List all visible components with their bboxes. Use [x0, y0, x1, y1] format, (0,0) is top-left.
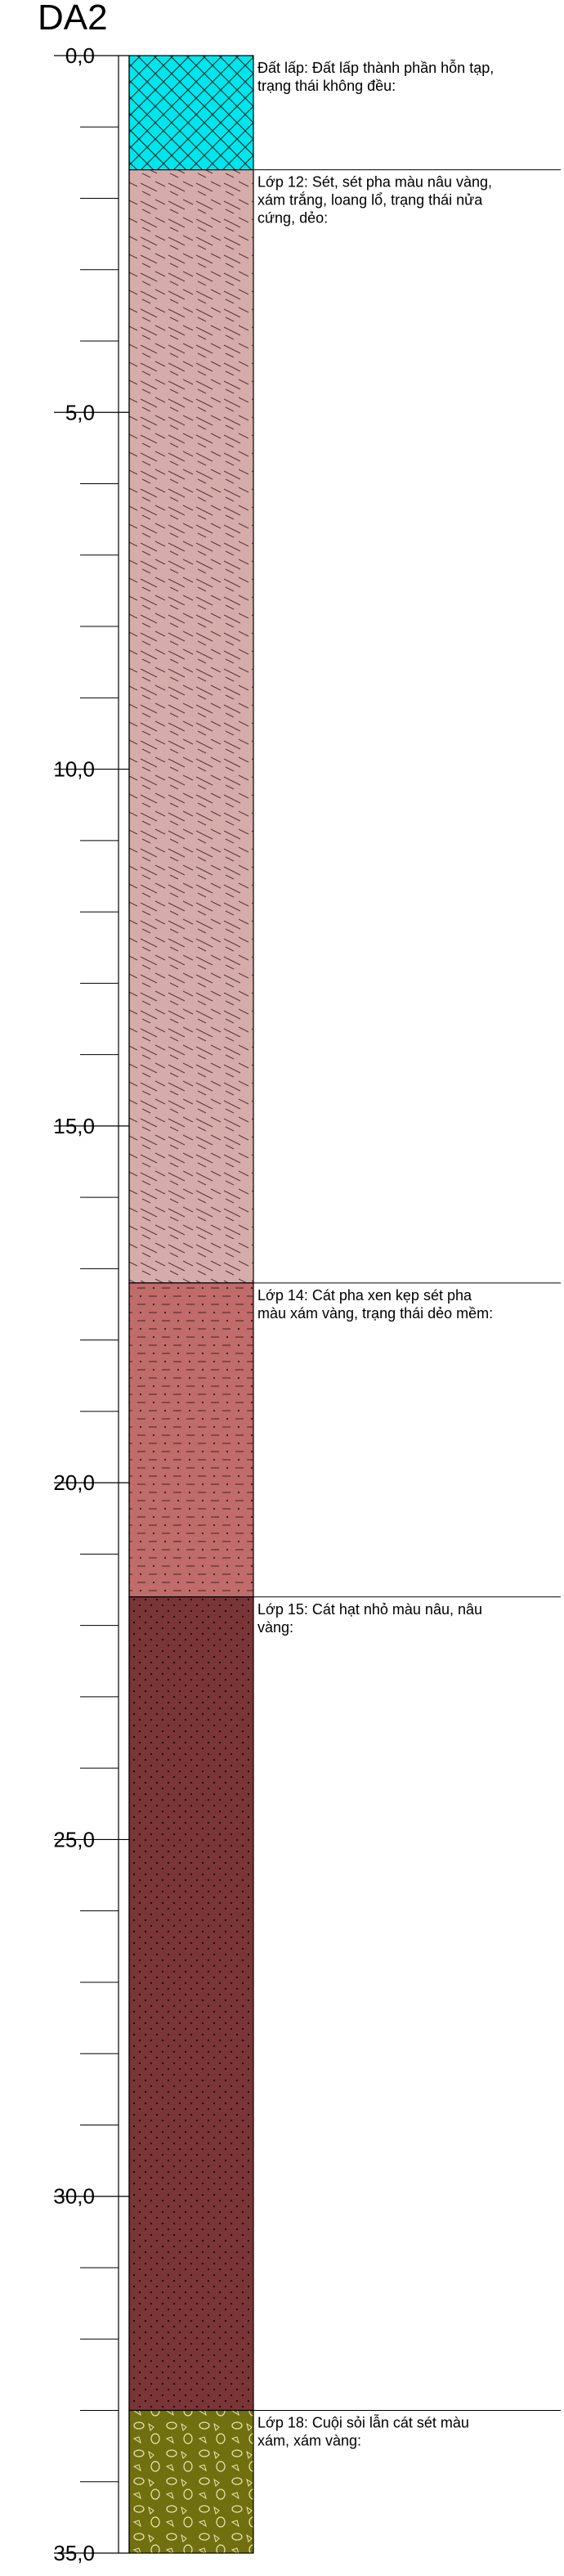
stratum-description-line: Lớp 15: Cát hạt nhỏ màu nâu, nâu	[257, 1601, 482, 1618]
stratum-pattern	[128, 1282, 254, 1598]
depth-tick-label: 30,0	[53, 2184, 95, 2209]
depth-axis: 0,0 5,0 10,0 15,0 20,0 25,0 30,0 35,0	[53, 43, 130, 2565]
depth-tick-label: 20,0	[53, 1470, 95, 1495]
depth-tick-label: 5,0	[65, 400, 95, 424]
stratum-layer	[128, 1596, 561, 2412]
stratum-description-line: xám trắng, loang lổ, trạng thái nửa	[257, 191, 483, 209]
depth-tick-label: 15,0	[53, 1114, 95, 1138]
stratum-pattern	[128, 2409, 254, 2554]
stratum-layer	[128, 2409, 561, 2554]
depth-tick-label: 10,0	[53, 757, 95, 782]
stratum-description: Lớp 14: Cát pha xen kẹp sét pha màu xám v…	[257, 1287, 493, 1322]
stratum-description-line: màu xám vàng, trạng thái dẻo mềm:	[257, 1305, 493, 1322]
stratum-description-line: Lớp 18: Cuội sỏi lẫn cát sét màu	[257, 2413, 469, 2430]
stratum-pattern	[128, 55, 254, 171]
stratum-description: Lớp 12: Sét, sét pha màu nâu vàng, xám tr…	[257, 174, 492, 227]
stratum-pattern	[128, 169, 254, 1284]
depth-tick-label: 0,0	[65, 43, 95, 68]
stratum-layer	[128, 55, 254, 171]
borehole-title: DA2	[38, 0, 108, 38]
depth-tick-label: 25,0	[53, 1827, 95, 1851]
stratum-layer	[128, 169, 561, 1284]
stratum-description-line: cứng, dẻo:	[257, 210, 328, 227]
stratum-description: Lớp 18: Cuội sỏi lẫn cát sét màu xám, xám…	[257, 2413, 469, 2448]
stratum-description-line: Đất lấp: Đất lấp thành phần hỗn tạp,	[257, 59, 494, 76]
stratum-description-line: trạng thái không đều:	[257, 78, 396, 94]
stratum-description-line: Lớp 14: Cát pha xen kẹp sét pha	[257, 1287, 472, 1304]
stratum-description-line: Lớp 12: Sét, sét pha màu nâu vàng,	[257, 174, 492, 191]
stratum-description: Lớp 15: Cát hạt nhỏ màu nâu, nâu vàng:	[257, 1601, 482, 1636]
stratum-description-line: vàng:	[257, 1619, 293, 1636]
stratum-layer	[128, 1282, 561, 1598]
stratum-description: Đất lấp: Đất lấp thành phần hỗn tạp, trạn…	[257, 59, 494, 94]
layer-descriptions: Đất lấp: Đất lấp thành phần hỗn tạp, trạn…	[257, 59, 494, 2448]
stratum-description-line: xám, xám vàng:	[257, 2432, 361, 2448]
strata-column	[128, 55, 561, 2554]
stratum-pattern	[128, 1596, 254, 2412]
depth-tick-label: 35,0	[53, 2541, 95, 2565]
